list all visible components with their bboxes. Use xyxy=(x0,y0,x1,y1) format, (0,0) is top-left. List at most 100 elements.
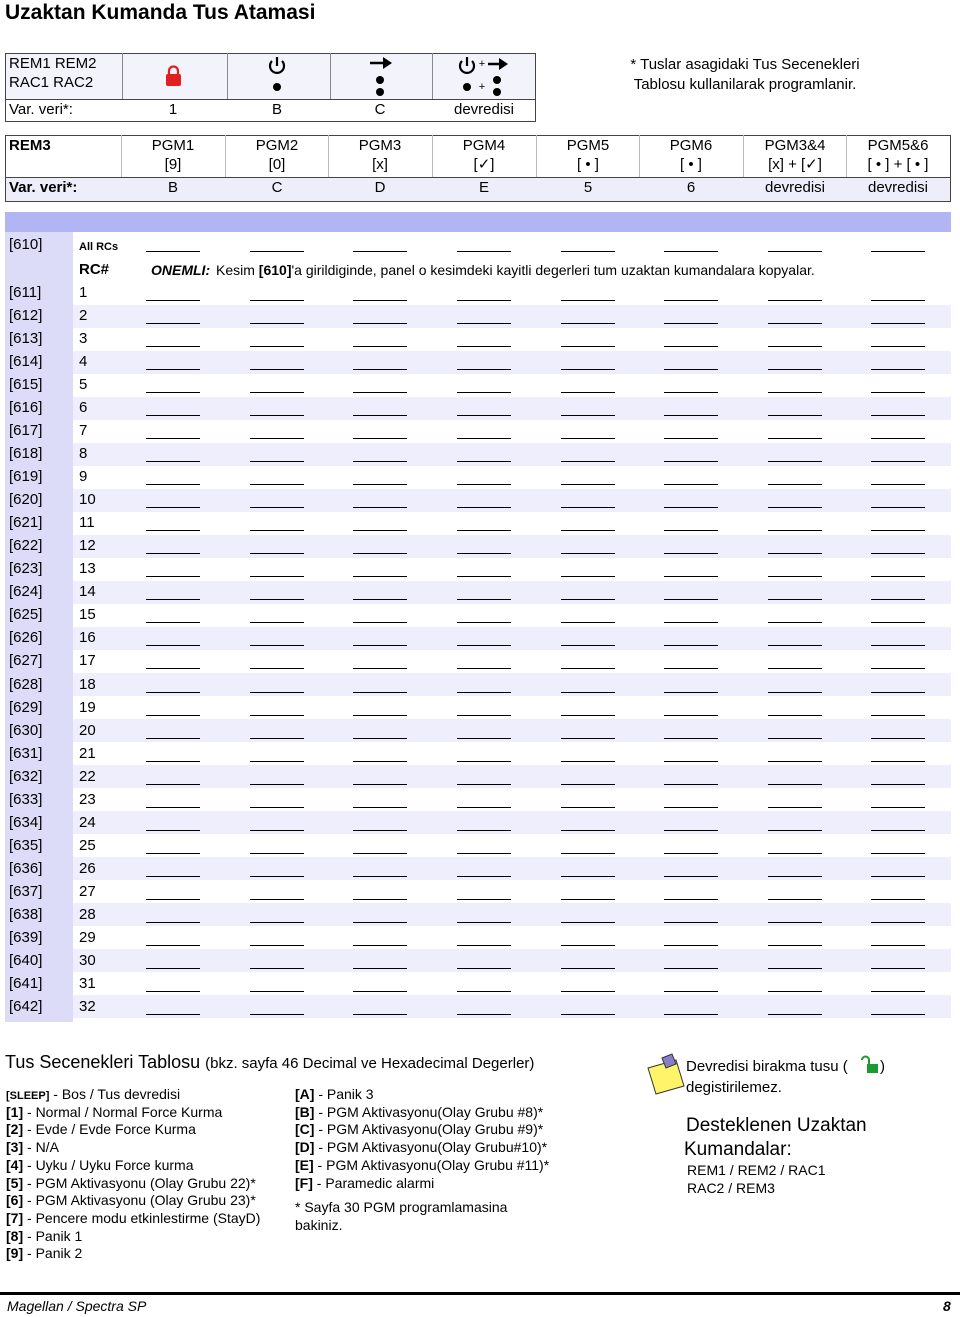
blank-line xyxy=(561,530,615,532)
blank-line xyxy=(561,553,615,555)
blank-line xyxy=(768,323,822,325)
col-divider xyxy=(432,135,433,177)
left-column xyxy=(5,232,73,1022)
important-label: ONEMLI: xyxy=(151,262,211,278)
blank-line xyxy=(664,300,718,301)
section-number: [627] xyxy=(9,652,43,670)
blank-line xyxy=(250,875,304,877)
section-number: [636] xyxy=(9,859,43,877)
blank-line xyxy=(457,415,511,417)
blank-line xyxy=(664,369,718,371)
plus-sign: + xyxy=(478,81,486,93)
section-number: [622] xyxy=(9,537,43,555)
blank-line xyxy=(250,323,304,325)
col-divider xyxy=(328,135,329,177)
blank-line xyxy=(457,530,511,532)
note-line: Tablosu kullanilarak programlanir. xyxy=(633,76,857,93)
rc-number: 5 xyxy=(79,376,88,394)
rc-number: 20 xyxy=(79,721,96,739)
lock-icon xyxy=(166,65,181,86)
default-value: 5 xyxy=(583,179,593,196)
blank-line xyxy=(664,622,718,624)
blank-line xyxy=(871,346,925,348)
blank-line xyxy=(146,737,200,739)
blank-line xyxy=(146,944,200,946)
blank-line xyxy=(664,806,718,808)
option-item: [E] - PGM Aktivasyonu(Olay Grubu #11)* xyxy=(295,1158,549,1172)
blank-line xyxy=(250,852,304,854)
cell-label: Var. veri*: xyxy=(9,101,73,118)
blank-line xyxy=(457,921,511,923)
col-divider xyxy=(122,53,123,99)
blank-line xyxy=(353,990,407,992)
blank-line xyxy=(561,760,615,762)
blank-line xyxy=(561,967,615,969)
blank-line xyxy=(561,921,615,923)
blank-line xyxy=(353,507,407,509)
column-key: [✓] xyxy=(473,156,495,173)
section-number: [620] xyxy=(9,491,43,509)
blank-line xyxy=(250,898,304,900)
blank-line xyxy=(250,783,304,785)
row-stripe xyxy=(73,857,951,881)
rc-number: 30 xyxy=(79,951,96,969)
blank-line xyxy=(664,251,718,252)
row-stripe xyxy=(73,903,951,927)
blank-line xyxy=(561,668,615,670)
blank-line xyxy=(146,438,200,440)
section-number: [623] xyxy=(9,560,43,578)
blank-line xyxy=(250,645,304,647)
blank-line xyxy=(871,668,925,670)
blank-line xyxy=(250,691,304,693)
default-value: devredisi xyxy=(764,179,826,196)
option-text: - PGM Aktivasyonu(Olay Grubu #8)* xyxy=(314,1103,544,1120)
option-key: [8] xyxy=(6,1227,24,1244)
blank-line xyxy=(146,530,200,532)
rc-number: 9 xyxy=(79,468,88,486)
blank-line xyxy=(250,507,304,509)
blank-line xyxy=(353,737,407,739)
section-number: [635] xyxy=(9,836,43,854)
blank-line xyxy=(353,921,407,923)
blank-line xyxy=(250,530,304,532)
plus-sign: + xyxy=(478,58,486,70)
blank-line xyxy=(871,553,925,555)
section-number: [613] xyxy=(9,330,43,348)
rc-label: All RCs xyxy=(79,241,119,253)
option-item: [9] - Panik 2 xyxy=(6,1246,82,1260)
table-header-band xyxy=(5,212,951,232)
footnote: * Sayfa 30 PGM programlamasina xyxy=(295,1199,508,1215)
section-number: [637] xyxy=(9,882,43,900)
section-number: [610] xyxy=(9,236,43,253)
blank-line xyxy=(146,691,200,693)
row-stripe xyxy=(73,304,951,328)
blank-line xyxy=(768,714,822,716)
row-divider xyxy=(5,177,951,178)
blank-line xyxy=(768,1013,822,1015)
section-number: [641] xyxy=(9,974,43,992)
blank-line xyxy=(457,369,511,371)
blank-line xyxy=(768,691,822,693)
dot xyxy=(493,88,501,96)
rc-number: 25 xyxy=(79,836,96,854)
blank-line xyxy=(768,990,822,992)
blank-line xyxy=(250,622,304,624)
blank-line xyxy=(561,415,615,417)
option-item: [4] - Uyku / Uyku Force kurma xyxy=(6,1158,194,1172)
rc-number: 7 xyxy=(79,422,88,440)
blank-line xyxy=(768,944,822,946)
blank-line xyxy=(353,323,407,325)
blank-line xyxy=(768,438,822,440)
section-number: [634] xyxy=(9,813,43,831)
blank-line xyxy=(871,622,925,624)
blank-line xyxy=(664,438,718,440)
rc-number: 18 xyxy=(79,675,96,693)
blank-line xyxy=(146,622,200,624)
blank-line xyxy=(768,737,822,739)
default-value: 1 xyxy=(168,101,178,118)
option-text: - Uyku / Uyku Force kurma xyxy=(23,1156,194,1173)
blank-line xyxy=(250,1013,304,1015)
rc-number: 8 xyxy=(79,445,88,463)
blank-line xyxy=(250,668,304,670)
blank-line xyxy=(353,392,407,394)
